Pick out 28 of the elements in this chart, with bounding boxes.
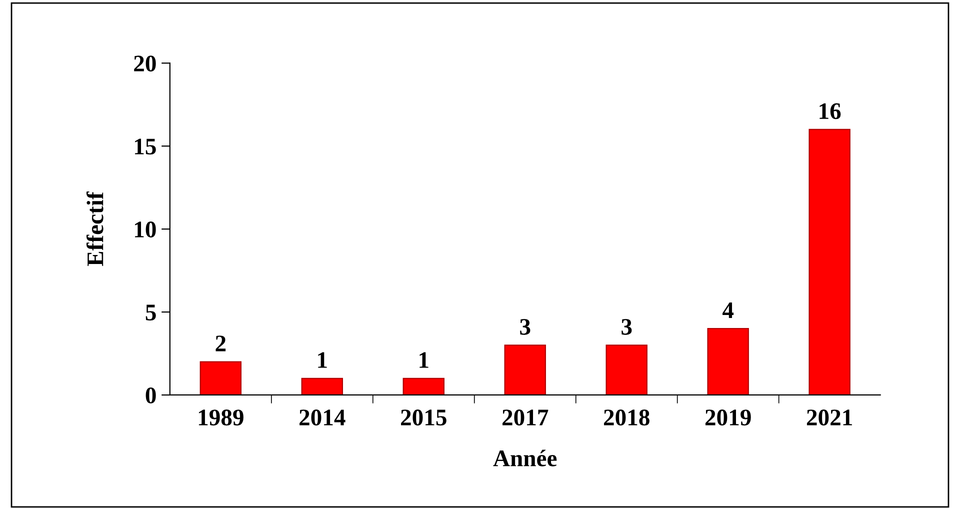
x-tick-label: 2021 [806, 410, 852, 426]
y-axis-title: Effectif [86, 191, 104, 266]
x-tick-label: 2018 [604, 410, 650, 426]
bar [200, 361, 242, 395]
y-tick-label: 20 [134, 56, 156, 72]
data-label: 2 [216, 336, 226, 352]
bar [504, 344, 546, 395]
data-label: 4 [722, 302, 734, 318]
data-label: 3 [622, 318, 632, 335]
bar [301, 378, 343, 395]
bar [402, 378, 444, 395]
x-tick-label: 2017 [502, 410, 548, 426]
data-label: 1 [420, 352, 428, 368]
bar [808, 128, 850, 395]
x-axis-title: Année [493, 450, 557, 466]
x-tick-label: 2015 [401, 410, 446, 426]
y-tick-label: 5 [146, 304, 156, 320]
x-tick-label: 2014 [300, 410, 346, 426]
bar [707, 328, 749, 395]
x-tick-label: 2019 [705, 410, 751, 426]
data-label: 16 [820, 103, 841, 120]
data-label: 1 [318, 352, 327, 368]
y-tick-label: 15 [135, 138, 156, 155]
x-tick-label: 1989 [198, 410, 244, 426]
y-tick-label: 0 [146, 387, 156, 404]
y-tick-label: 10 [135, 222, 156, 238]
data-label: 3 [520, 318, 530, 335]
bar [606, 344, 648, 395]
